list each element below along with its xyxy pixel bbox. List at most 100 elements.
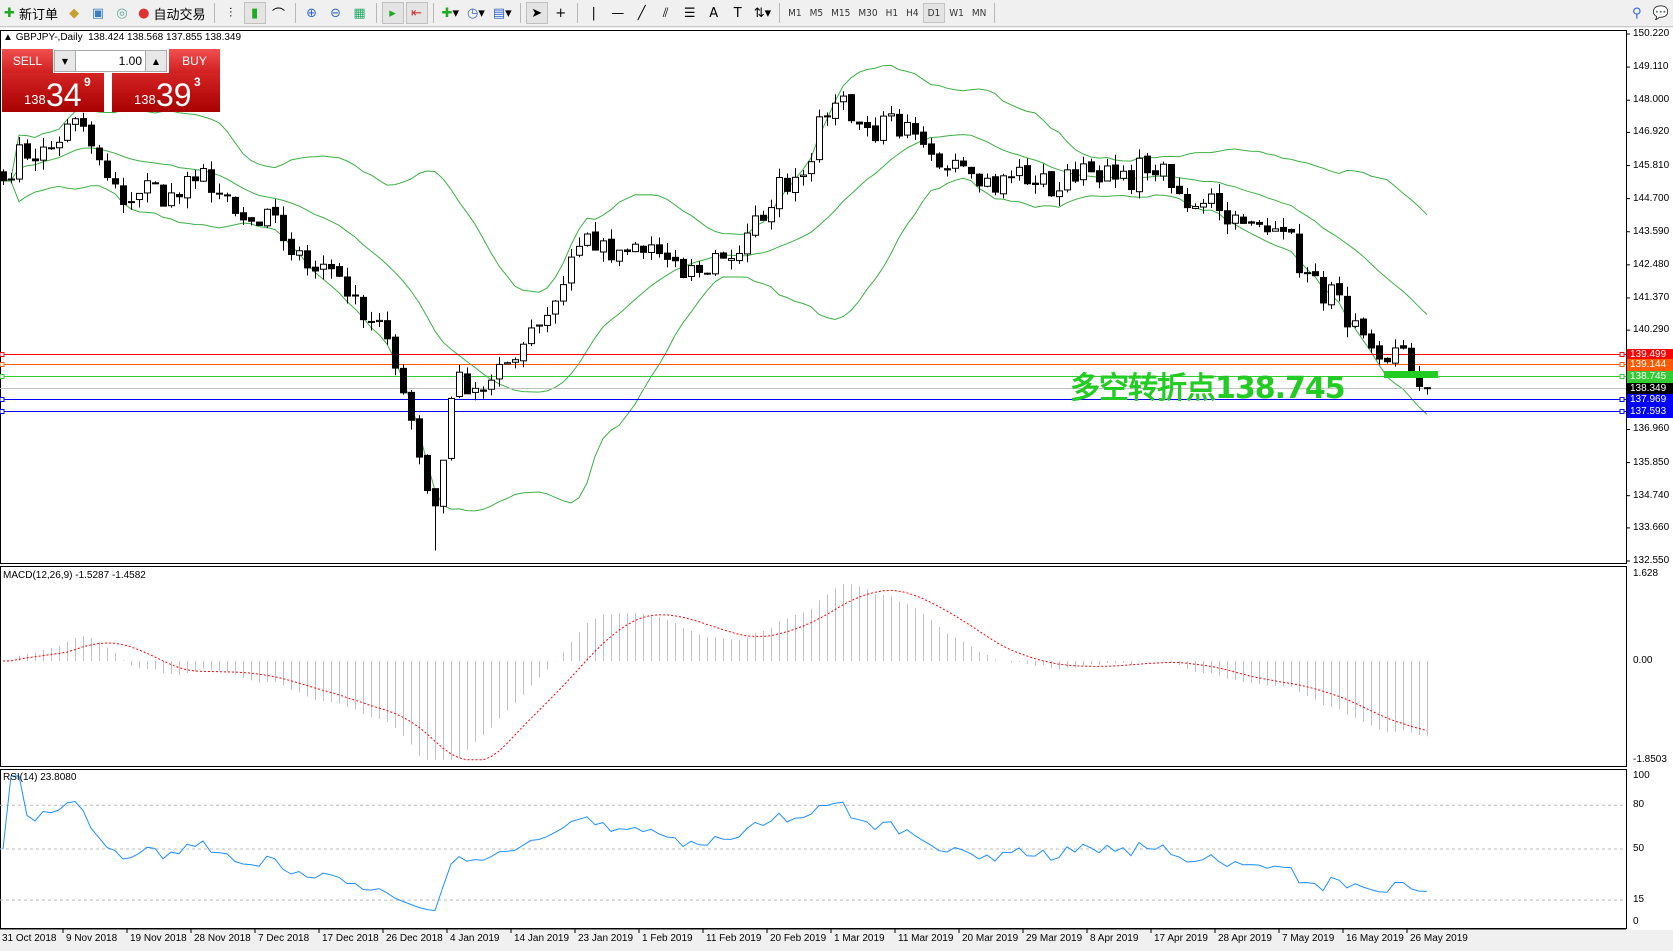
candlestick-button[interactable]: ▮ — [243, 2, 266, 24]
candle — [176, 192, 183, 204]
candle — [800, 169, 807, 186]
text-button[interactable]: A — [703, 2, 725, 24]
candle-body — [928, 143, 935, 155]
folder-icon: ◆ — [69, 5, 80, 21]
fibonacci-button[interactable]: ☰ — [679, 2, 701, 24]
candle — [616, 249, 623, 267]
candle-body — [960, 160, 967, 167]
candle-body — [656, 244, 663, 255]
chat-button[interactable]: 💬 — [1650, 2, 1672, 24]
crosshair-button[interactable]: + — [550, 2, 572, 24]
bollinger-lower-band — [2, 177, 1428, 512]
candle-body — [48, 147, 55, 150]
price-level-label: 137.593 — [1627, 405, 1673, 418]
candle-body — [728, 258, 735, 261]
terminal-icon: ▣ — [91, 5, 105, 21]
candle — [1136, 149, 1143, 199]
candle — [1016, 159, 1023, 181]
sell-button[interactable]: SELL — [2, 49, 53, 73]
candle-body — [392, 336, 399, 369]
candle — [576, 237, 583, 258]
templates-button[interactable]: ▤ ▾ — [492, 5, 512, 21]
vertical-line-button[interactable]: | — [583, 2, 605, 24]
timeframe-h4[interactable]: H4 — [906, 7, 919, 19]
rsi-axis-label: 0 — [1633, 916, 1639, 927]
candle-body — [184, 176, 191, 199]
bid-price[interactable]: 138 34 9 — [2, 73, 104, 112]
tile-windows-button[interactable]: ▦ — [349, 2, 371, 24]
periods-button[interactable]: ◷ ▾ — [467, 5, 485, 21]
candle-body — [144, 180, 151, 194]
candle-body — [464, 373, 471, 395]
candle-body — [384, 320, 391, 340]
indicators-button[interactable]: ✚ ▾ — [441, 5, 459, 21]
timeframe-m30[interactable]: M30 — [858, 7, 878, 19]
candle-body — [8, 178, 15, 181]
candle — [48, 141, 55, 150]
horizontal-line-button[interactable]: — — [607, 2, 629, 24]
timeframe-w1[interactable]: W1 — [949, 7, 964, 19]
candle-body — [1160, 163, 1167, 177]
timeframe-mn[interactable]: MN — [971, 7, 987, 19]
buy-button[interactable]: BUY — [169, 49, 220, 73]
timeframe-bar: M1 M5 M15 M30 H1 H4 D1 W1 MN — [784, 3, 990, 23]
candle — [336, 262, 343, 278]
signals-button[interactable]: ◎ — [111, 2, 133, 24]
history-button[interactable]: ◆ — [63, 2, 85, 24]
timeframe-h1[interactable]: H1 — [885, 7, 899, 19]
trendline-button[interactable]: ╱ — [631, 2, 653, 24]
candle — [920, 126, 927, 148]
cursor-button[interactable]: ➤ — [525, 2, 548, 24]
one-click-trading-panel: SELL ▼ ▲ BUY 138 34 9 138 39 3 — [2, 49, 220, 112]
candle-body — [1312, 271, 1319, 277]
text-label-button[interactable]: T — [727, 2, 749, 24]
auto-scroll-icon: ▸ — [389, 5, 396, 21]
date-axis-label: 11 Mar 2019 — [898, 933, 954, 944]
crosshair-icon: + — [555, 5, 567, 21]
arrows-button[interactable]: ⇅ ▾ — [753, 5, 772, 21]
chart-shift-button[interactable]: ⇤ — [405, 2, 428, 24]
zoom-out-button[interactable]: ⊖ — [325, 2, 347, 24]
timeframe-m5[interactable]: M5 — [809, 7, 824, 19]
date-axis-label: 19 Nov 2018 — [130, 933, 187, 944]
candle — [1416, 365, 1423, 391]
price-axis-label: 142.480 — [1633, 258, 1670, 270]
candle — [904, 114, 911, 139]
new-order-button[interactable]: ✚ 新订单 — [1, 2, 61, 24]
candle — [552, 299, 559, 324]
candle — [168, 183, 175, 208]
candle-body — [1256, 221, 1263, 225]
timeframe-m1[interactable]: M1 — [788, 7, 802, 19]
date-axis-label: 8 Apr 2019 — [1090, 933, 1139, 944]
ask-price[interactable]: 138 39 3 — [112, 73, 220, 112]
bar-chart-button[interactable]: ⫶ — [220, 2, 242, 24]
candle — [648, 236, 655, 261]
chart-window[interactable] — [0, 28, 1673, 930]
candle-body — [824, 115, 831, 118]
lot-decrease-button[interactable]: ▼ — [61, 56, 69, 66]
candle-body — [680, 258, 687, 279]
candle — [632, 241, 639, 253]
search-button[interactable]: ⚲ — [1626, 2, 1648, 24]
pivot-annotation[interactable]: 多空转折点138.745 — [1070, 371, 1346, 406]
tile-icon: ▦ — [353, 5, 366, 21]
candle-body — [776, 177, 783, 210]
candle — [456, 364, 463, 399]
lot-size-input[interactable] — [75, 51, 146, 71]
market-watch-button[interactable]: ▣ — [87, 2, 109, 24]
candle — [864, 116, 871, 137]
candle-body — [528, 327, 535, 345]
equidistant-channel-button[interactable]: ⫽ — [655, 2, 677, 24]
lot-increase-button[interactable]: ▲ — [152, 56, 160, 66]
timeframe-d1[interactable]: D1 — [922, 3, 946, 23]
timeframe-m15[interactable]: M15 — [831, 7, 851, 19]
line-chart-button[interactable]: ⌒ — [268, 2, 290, 24]
candle — [832, 94, 839, 126]
zoom-in-button[interactable]: ⊕ — [301, 2, 323, 24]
auto-scroll-button[interactable]: ▸ — [381, 2, 404, 24]
auto-trading-button[interactable]: ● 自动交易 — [135, 2, 209, 24]
candle-body — [936, 153, 943, 168]
rsi-axis-label: 80 — [1633, 799, 1645, 811]
date-axis-label: 17 Apr 2019 — [1154, 933, 1208, 944]
